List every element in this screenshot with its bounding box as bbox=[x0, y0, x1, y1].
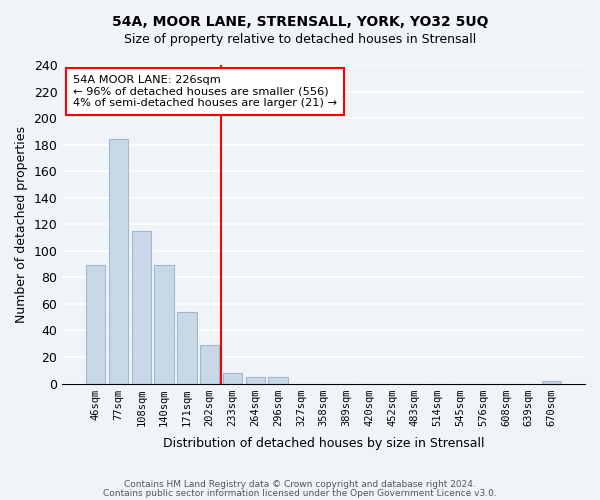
Text: 54A MOOR LANE: 226sqm
← 96% of detached houses are smaller (556)
4% of semi-deta: 54A MOOR LANE: 226sqm ← 96% of detached … bbox=[73, 74, 337, 108]
Bar bbox=[268, 377, 288, 384]
Bar bbox=[223, 373, 242, 384]
Bar bbox=[542, 381, 561, 384]
Bar bbox=[177, 312, 197, 384]
Bar bbox=[86, 266, 106, 384]
Bar bbox=[245, 377, 265, 384]
Y-axis label: Number of detached properties: Number of detached properties bbox=[15, 126, 28, 323]
X-axis label: Distribution of detached houses by size in Strensall: Distribution of detached houses by size … bbox=[163, 437, 484, 450]
Text: 54A, MOOR LANE, STRENSALL, YORK, YO32 5UQ: 54A, MOOR LANE, STRENSALL, YORK, YO32 5U… bbox=[112, 15, 488, 29]
Bar bbox=[109, 140, 128, 384]
Text: Contains HM Land Registry data © Crown copyright and database right 2024.: Contains HM Land Registry data © Crown c… bbox=[124, 480, 476, 489]
Text: Contains public sector information licensed under the Open Government Licence v3: Contains public sector information licen… bbox=[103, 488, 497, 498]
Text: Size of property relative to detached houses in Strensall: Size of property relative to detached ho… bbox=[124, 32, 476, 46]
Bar bbox=[154, 266, 174, 384]
Bar bbox=[200, 345, 220, 384]
Bar bbox=[131, 231, 151, 384]
